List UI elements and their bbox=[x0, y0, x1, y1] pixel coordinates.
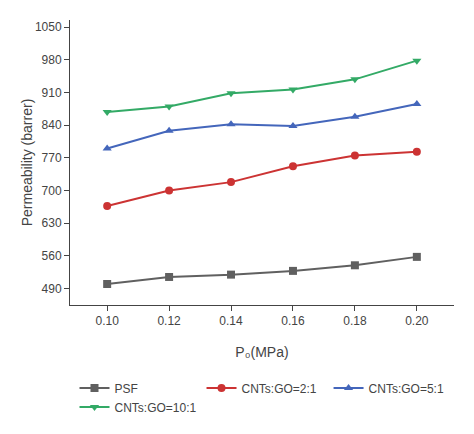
svg-text:0.12: 0.12 bbox=[157, 314, 181, 328]
svg-text:CNTs:GO=2:1: CNTs:GO=2:1 bbox=[242, 382, 317, 396]
svg-text:0.16: 0.16 bbox=[281, 314, 305, 328]
svg-text:910: 910 bbox=[42, 86, 62, 100]
svg-text:CNTs:GO=5:1: CNTs:GO=5:1 bbox=[369, 382, 444, 396]
svg-text:0.10: 0.10 bbox=[95, 314, 119, 328]
svg-text:840: 840 bbox=[42, 118, 62, 132]
svg-text:P₀(MPa): P₀(MPa) bbox=[235, 344, 288, 360]
svg-text:PSF: PSF bbox=[115, 382, 138, 396]
svg-text:0.20: 0.20 bbox=[405, 314, 429, 328]
svg-text:1050: 1050 bbox=[35, 20, 62, 34]
svg-text:700: 700 bbox=[42, 184, 62, 198]
svg-text:CNTs:GO=10:1: CNTs:GO=10:1 bbox=[115, 401, 197, 415]
svg-text:0.14: 0.14 bbox=[219, 314, 243, 328]
svg-text:490: 490 bbox=[42, 282, 62, 296]
svg-text:Permeability (barrer): Permeability (barrer) bbox=[19, 99, 35, 227]
svg-text:630: 630 bbox=[42, 216, 62, 230]
svg-text:0.18: 0.18 bbox=[343, 314, 367, 328]
svg-text:980: 980 bbox=[42, 53, 62, 67]
svg-text:560: 560 bbox=[42, 249, 62, 263]
svg-text:770: 770 bbox=[42, 151, 62, 165]
